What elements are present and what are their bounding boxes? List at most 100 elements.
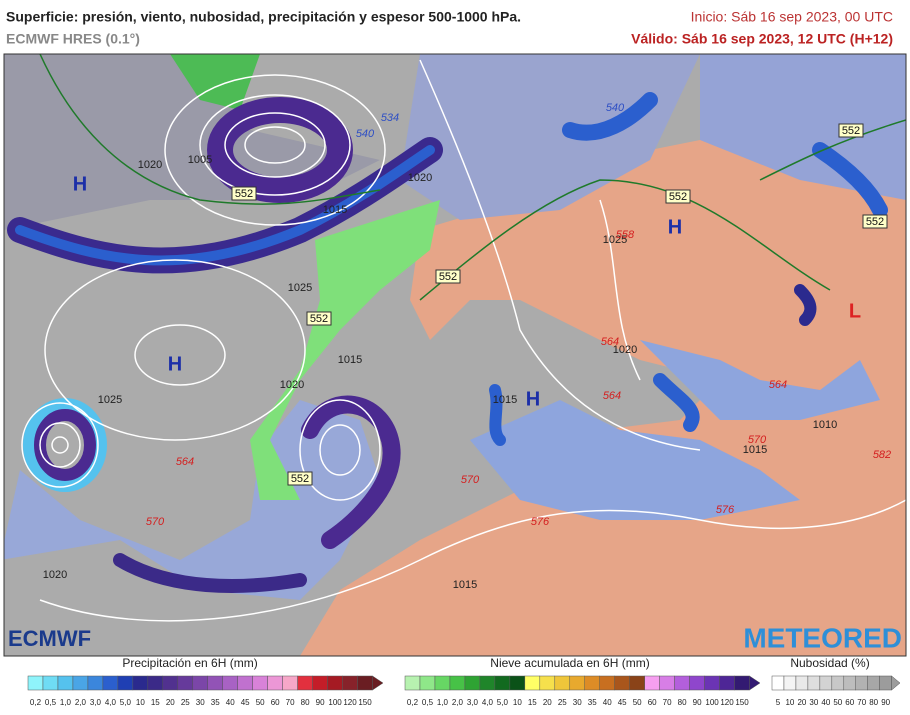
pressure-center: L (849, 300, 861, 322)
legend-swatch (327, 675, 343, 691)
thickness-label: 576 (531, 516, 550, 528)
legend-tick-label: 0,5 (422, 698, 434, 707)
isobar-label: 1025 (603, 234, 627, 246)
legend-tick-label: 90 (881, 698, 890, 707)
legend-tick-label: 20 (797, 698, 806, 707)
legend-swatch (524, 675, 541, 691)
legend-swatch (584, 675, 600, 691)
legend-swatch (819, 675, 833, 691)
thickness-label: 576 (716, 504, 735, 516)
thickness-label: 582 (873, 449, 891, 461)
boxed-labels: 552 552 552 552 552 552 552 (231, 123, 888, 486)
isobar-label: 1025 (98, 394, 122, 406)
legend-swatch (282, 675, 298, 691)
legend-tick-label: 150 (735, 698, 749, 707)
isobar-label: 1020 (43, 569, 67, 581)
legend-tick-label: 10 (136, 698, 145, 707)
legend-swatch (783, 675, 797, 691)
thickness-label: 570 (146, 516, 165, 528)
legend-swatch (252, 675, 268, 691)
legend-tick-label: 30 (573, 698, 582, 707)
thickness-label: 558 (616, 229, 635, 241)
isobar-label: 1020 (280, 379, 304, 391)
legend-tick-label: 120 (720, 698, 734, 707)
legend-swatch (689, 675, 705, 691)
legend-tick-label: 40 (226, 698, 235, 707)
legend-swatch (87, 675, 104, 691)
legend-swatch (599, 675, 615, 691)
legend-tick-label: 70 (857, 698, 866, 707)
boxed-label: 552 (439, 271, 457, 283)
boxed-label: 552 (842, 125, 860, 137)
legend-swatch (42, 675, 59, 691)
legend-tick-label: 20 (166, 698, 175, 707)
legend-swatch (674, 675, 690, 691)
legend-swatch (27, 675, 44, 691)
legend-tick-label: 25 (181, 698, 190, 707)
legend-tick-label: 50 (256, 698, 265, 707)
legend-tick-label: 90 (693, 698, 702, 707)
legend-swatch (267, 675, 283, 691)
legend-swatch (312, 675, 328, 691)
legend-swatch (509, 675, 526, 691)
isobar-label: 1015 (338, 354, 362, 366)
legend-tick-label: 100 (705, 698, 719, 707)
legend-swatch (419, 675, 436, 691)
legend-tick-label: 70 (286, 698, 295, 707)
legend-tick-label: 30 (196, 698, 205, 707)
legend-tick-label: 0,5 (45, 698, 57, 707)
isobar-label: 1015 (453, 579, 477, 591)
legend-swatch (57, 675, 74, 691)
meteored-logo: METEORED (743, 622, 902, 653)
legend-tick-label: 3,0 (90, 698, 102, 707)
legend-tick-label: 4,0 (105, 698, 117, 707)
legend-tick-label: 30 (809, 698, 818, 707)
legend-swatch (72, 675, 89, 691)
legend-tick-label: 3,0 (467, 698, 479, 707)
boxed-label: 552 (866, 216, 884, 228)
legend-arrow (749, 675, 761, 691)
legend-swatch (342, 675, 358, 691)
thickness-label: 564 (603, 390, 621, 402)
legend-tick-label: 45 (241, 698, 250, 707)
legend-swatch (704, 675, 720, 691)
pressure-center: H (526, 388, 540, 410)
legend-swatch (147, 675, 164, 691)
legend-swatch (162, 675, 179, 691)
legend-swatch (855, 675, 868, 691)
isobar-label: 1020 (613, 344, 637, 356)
isobar-label: 1020 (408, 172, 432, 184)
legend-tick-label: 50 (833, 698, 842, 707)
legend-tick-label: 5 (776, 698, 781, 707)
legend-tick-label: 100 (328, 698, 342, 707)
thickness-label: 540 (356, 128, 375, 140)
legend-title: Nieve acumulada en 6H (mm) (490, 656, 649, 670)
legend-tick-label: 80 (678, 698, 687, 707)
legend-tick-label: 15 (528, 698, 537, 707)
model: ECMWF HRES (0.1°) (6, 31, 140, 47)
title: Superficie: presión, viento, nubosidad, … (6, 9, 521, 25)
legend-swatch (539, 675, 556, 691)
legend-swatch (222, 675, 238, 691)
legend-swatch (404, 675, 421, 691)
legend-swatch (879, 675, 892, 691)
legend-swatch (494, 675, 511, 691)
legend-tick-label: 5,0 (120, 698, 132, 707)
legend-swatch (644, 675, 660, 691)
legend-tick-label: 10 (785, 698, 794, 707)
legend-swatch (734, 675, 750, 691)
thickness-label: 570 (748, 434, 767, 446)
legend-tick-label: 150 (358, 698, 372, 707)
boxed-label: 552 (291, 473, 309, 485)
init-time: Inicio: Sáb 16 sep 2023, 00 UTC (691, 9, 893, 25)
legend-swatch (843, 675, 856, 691)
legend-tick-label: 80 (869, 698, 878, 707)
ecmwf-logo: ECMWF (8, 626, 91, 651)
legend-swatch (449, 675, 466, 691)
legend-swatch (614, 675, 630, 691)
legend-swatch (569, 675, 585, 691)
legend-swatch (719, 675, 735, 691)
legend-swatch (357, 675, 373, 691)
legend-swatch (207, 675, 223, 691)
